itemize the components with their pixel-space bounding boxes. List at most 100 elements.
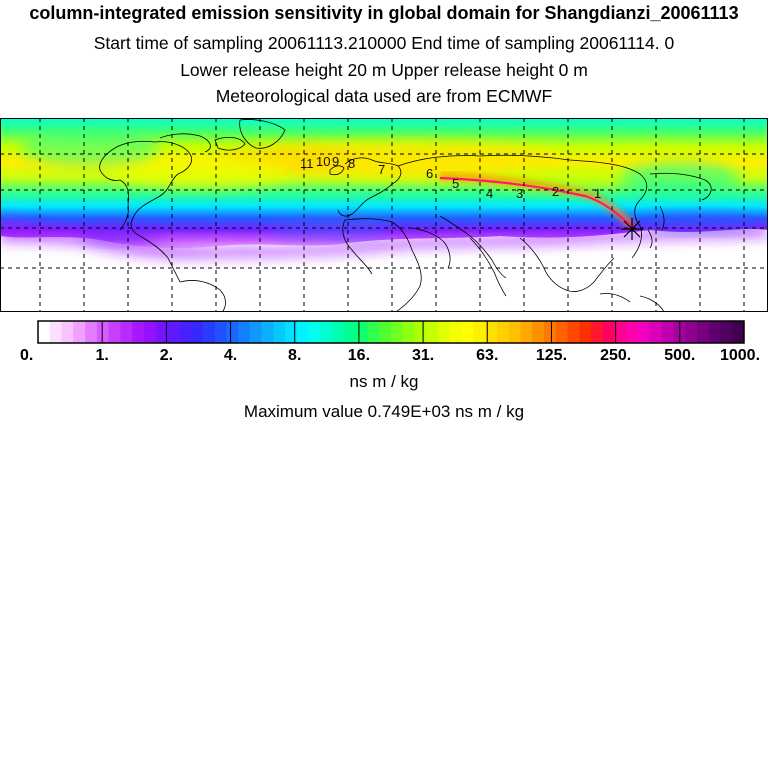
trajectory-label: 11 xyxy=(300,156,314,171)
colorbar-swatch xyxy=(132,321,145,343)
sampling-time-line: Start time of sampling 20061113.210000 E… xyxy=(93,33,675,53)
colorbar-swatch xyxy=(414,321,427,343)
colorbar-boxes xyxy=(37,320,745,344)
colorbar-swatch xyxy=(296,321,310,343)
colorbar-swatch xyxy=(591,321,604,343)
lat-lon-grid xyxy=(0,118,768,312)
trajectory-label: 10 xyxy=(316,154,330,169)
colorbar-swatch xyxy=(261,321,274,343)
trajectory-label: 4 xyxy=(486,186,493,201)
colorbar-swatch xyxy=(332,321,345,343)
colorbar-swatch xyxy=(402,321,415,343)
colorbar-swatch xyxy=(696,321,710,343)
trajectory-label: 2 xyxy=(552,184,559,199)
colorbar-tick-label: 8. xyxy=(288,347,301,364)
colorbar-swatch xyxy=(496,321,510,343)
colorbar-swatch xyxy=(355,321,368,343)
colorbar-swatch xyxy=(367,321,380,343)
colorbar-swatch xyxy=(543,321,557,343)
colorbar-units: ns m / kg xyxy=(349,372,419,391)
colorbar-tick-label: 250. xyxy=(600,347,631,364)
colorbar-swatch xyxy=(238,321,251,343)
colorbar-frame xyxy=(37,320,745,344)
colorbar-swatch xyxy=(602,321,615,343)
colorbar-swatch xyxy=(379,321,392,343)
colorbar-tick-label: 0. xyxy=(20,347,33,364)
colorbar-swatch xyxy=(214,321,227,343)
colorbar-swatch xyxy=(508,321,521,343)
colorbar-swatch xyxy=(202,321,215,343)
colorbar-swatch xyxy=(520,321,533,343)
trajectory-label: 5 xyxy=(452,176,459,191)
colorbar-swatch xyxy=(708,321,721,343)
colorbar-swatch xyxy=(38,321,51,343)
trajectory-line xyxy=(439,176,633,227)
trajectory-labels: 11 10 9 8 7 6 5 4 3 2 1 xyxy=(300,154,601,201)
trajectory-label: 3 xyxy=(516,186,523,201)
colorbar-tick-label: 31. xyxy=(412,347,434,364)
colorbar-tick-label: 63. xyxy=(476,347,498,364)
colorbar-swatch xyxy=(579,321,592,343)
colorbar-swatch xyxy=(649,321,663,343)
meteorological-data-line: Meteorological data used are from ECMWF xyxy=(215,86,553,106)
colorbar-swatch xyxy=(96,321,109,343)
colorbar-swatch xyxy=(732,321,745,343)
colorbar-swatch xyxy=(308,321,321,343)
colorbar-swatch xyxy=(685,321,698,343)
colorbar-tick-label: 2. xyxy=(160,347,173,364)
colorbar-swatch xyxy=(249,321,262,343)
colorbar-swatch xyxy=(485,321,498,343)
maximum-value-text: Maximum value 0.749E+03 ns m / kg xyxy=(243,402,525,421)
coastlines xyxy=(99,119,712,312)
colorbar-swatch xyxy=(555,321,568,343)
receptor-marker xyxy=(621,218,643,240)
colorbar-swatch xyxy=(343,321,357,343)
colorbar-swatch xyxy=(438,321,451,343)
colorbar-swatch xyxy=(720,321,733,343)
trajectory-label: 9 xyxy=(332,154,339,169)
release-height-line: Lower release height 20 m Upper release … xyxy=(180,60,588,80)
colorbar-swatch xyxy=(473,321,486,343)
trajectory-label: 1 xyxy=(594,186,601,201)
colorbar-swatch xyxy=(320,321,333,343)
colorbar-swatch xyxy=(167,321,180,343)
colorbar: 0. 1. 2. 4. 8. 16. 31. 63. 125. 250. 500. 1000. xyxy=(20,320,760,364)
colorbar-swatch xyxy=(626,321,639,343)
trajectory-label: 8 xyxy=(348,156,355,171)
colorbar-swatch xyxy=(155,321,168,343)
colorbar-swatch xyxy=(532,321,545,343)
trajectory-label: 7 xyxy=(378,162,385,177)
colorbar-swatch xyxy=(61,321,74,343)
colorbar-swatch xyxy=(273,321,286,343)
colorbar-swatch xyxy=(567,321,580,343)
emission-sensitivity-map: 11 10 9 8 7 6 5 4 3 2 1 xyxy=(0,118,768,312)
colorbar-tick-label: 1. xyxy=(96,347,109,364)
colorbar-swatch xyxy=(85,321,98,343)
trajectory-label: 6 xyxy=(426,166,433,181)
colorbar-swatch xyxy=(661,321,674,343)
colorbar-swatch xyxy=(426,321,439,343)
low-sensitivity-fringe xyxy=(0,218,768,260)
colorbar-tick-label: 125. xyxy=(536,347,567,364)
colorbar-swatch xyxy=(638,321,651,343)
colorbar-swatch xyxy=(120,321,133,343)
colorbar-swatch xyxy=(73,321,86,343)
colorbar-swatch xyxy=(49,321,62,343)
plot-title: column-integrated emission sensitivity i… xyxy=(29,3,739,23)
sensitivity-field-band xyxy=(0,118,768,248)
colorbar-tick-label: 16. xyxy=(348,347,370,364)
colorbar-swatch xyxy=(143,321,157,343)
colorbar-swatch xyxy=(179,321,192,343)
colorbar-swatch xyxy=(190,321,204,343)
colorbar-tick-label: 500. xyxy=(664,347,695,364)
colorbar-tick-label: 1000. xyxy=(720,347,760,364)
colorbar-swatch xyxy=(449,321,462,343)
colorbar-swatch xyxy=(614,321,627,343)
colorbar-tick-labels: 0. 1. 2. 4. 8. 16. 31. 63. 125. 250. 500. 1000. xyxy=(20,321,760,364)
colorbar-swatch xyxy=(391,321,404,343)
colorbar-swatch xyxy=(108,321,121,343)
colorbar-swatch xyxy=(226,321,239,343)
colorbar-swatch xyxy=(461,321,474,343)
colorbar-swatch xyxy=(285,321,298,343)
colorbar-tick-label: 4. xyxy=(224,347,237,364)
